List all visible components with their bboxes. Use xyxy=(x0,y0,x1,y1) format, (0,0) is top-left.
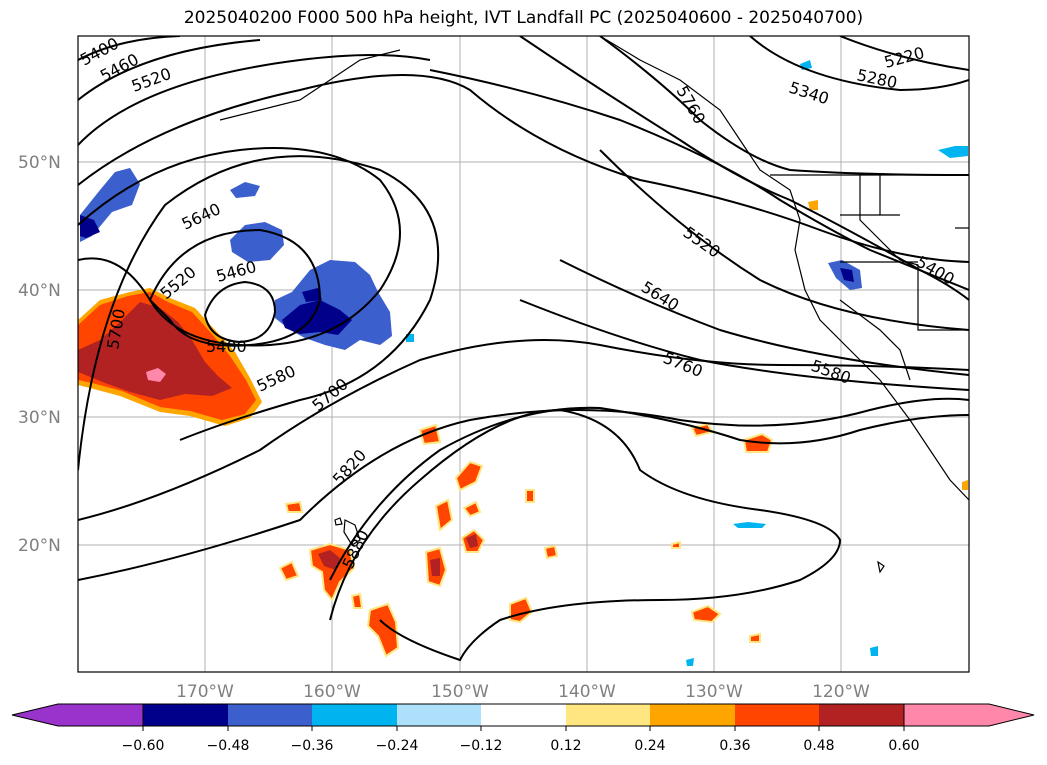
latitude-label: 30°N xyxy=(18,408,61,428)
colorbar-segment xyxy=(735,704,819,726)
height-contours xyxy=(78,36,969,662)
colorbar-segment xyxy=(650,704,735,726)
colorbar-tick-label: −0.24 xyxy=(376,738,419,754)
longitude-label: 160°W xyxy=(303,682,361,702)
colorbar-tick-label: 0.48 xyxy=(803,738,834,754)
longitude-label: 140°W xyxy=(558,682,616,702)
coastlines xyxy=(219,36,969,574)
longitude-label: 150°W xyxy=(431,682,489,702)
colorbar-segment xyxy=(481,704,566,726)
colorbar-tick-label: 0.36 xyxy=(719,738,750,754)
longitude-label: 120°W xyxy=(812,682,870,702)
gridlines xyxy=(78,36,969,672)
colorbar-extend-low xyxy=(11,703,144,727)
colorbar-segment xyxy=(143,704,228,726)
colorbar-segment xyxy=(397,704,481,726)
colorbar-extend-high xyxy=(903,703,1035,727)
colorbar-segment xyxy=(566,704,650,726)
latitude-labels: 50°N 40°N 30°N 20°N xyxy=(18,153,61,556)
colorbar-tick-label: 0.12 xyxy=(550,738,581,754)
latitude-label: 40°N xyxy=(18,281,61,301)
colorbar-segment xyxy=(312,704,397,726)
latitude-label: 20°N xyxy=(18,536,61,556)
map-title: 2025040200 F000 500 hPa height, IVT Land… xyxy=(183,8,864,28)
positive-anomaly-blobs xyxy=(278,200,968,658)
colorbar-segment xyxy=(819,704,904,726)
colorbar-tick-label: 0.60 xyxy=(888,738,919,754)
colorbar-tick-label: −0.12 xyxy=(460,738,503,754)
colorbar-tick-label: −0.36 xyxy=(291,738,334,754)
longitude-label: 130°W xyxy=(685,682,743,702)
latitude-label: 50°N xyxy=(18,153,61,173)
positive-anomaly-west xyxy=(78,288,262,426)
colorbar-segment xyxy=(228,704,312,726)
contour-label: 5400 xyxy=(206,337,247,356)
colorbar-tick-label: 0.24 xyxy=(634,738,665,754)
map-border xyxy=(77,35,970,673)
longitude-label: 170°W xyxy=(176,682,234,702)
longitude-labels: 170°W 160°W 150°W 140°W 130°W 120°W xyxy=(176,682,870,702)
colorbar-tick-label: −0.48 xyxy=(207,738,250,754)
colorbar-tick-label: −0.60 xyxy=(122,738,165,754)
colorbar: −0.60 −0.48 −0.36 −0.24 −0.12 0.12 0.24 … xyxy=(11,703,1035,754)
